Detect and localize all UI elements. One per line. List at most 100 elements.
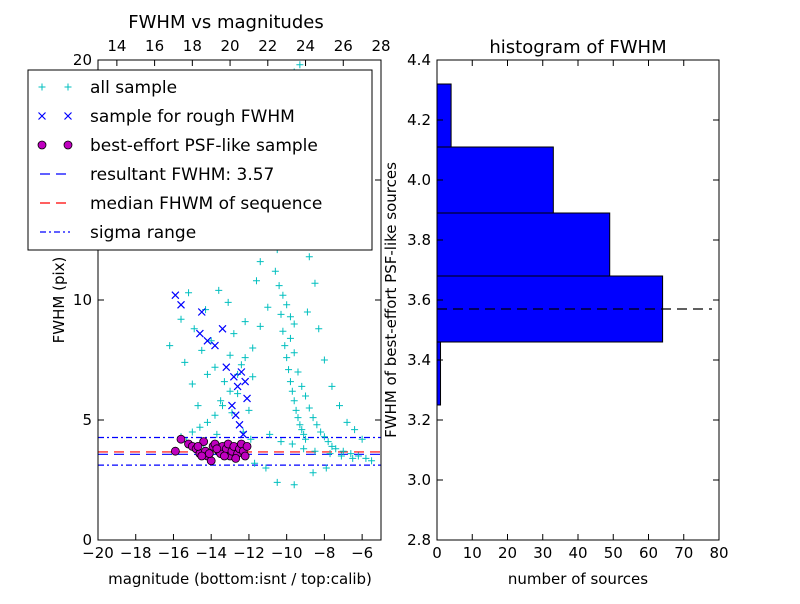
data-point — [354, 452, 362, 460]
scatter-axes: −20 −18 −16 −14 −12 −10 −8 −6 14 16 18 20 22 24 26 28 0 5… — [73, 37, 391, 562]
data-point — [335, 402, 343, 410]
legend-item: resultant FWHM: 3.57 — [40, 165, 274, 185]
data-point — [195, 329, 204, 338]
data-point — [204, 449, 214, 459]
data-point — [229, 372, 238, 381]
histogram-bar — [436, 341, 442, 406]
data-point — [337, 452, 345, 460]
x-tick-label: 0 — [432, 544, 442, 562]
data-point — [234, 370, 242, 378]
data-point — [290, 349, 298, 357]
data-point — [237, 361, 245, 369]
legend-item: all sample — [38, 78, 177, 98]
data-point — [277, 438, 285, 446]
data-point — [288, 440, 296, 448]
x-tick-label: −20 — [82, 544, 114, 562]
data-point — [283, 354, 291, 362]
data-point — [292, 406, 300, 414]
data-point — [237, 368, 246, 376]
data-point — [243, 394, 251, 403]
legend-swatch — [38, 83, 46, 91]
x-tick-label: 40 — [568, 544, 587, 562]
data-point — [305, 253, 313, 261]
x-tick-label: 60 — [639, 544, 658, 562]
data-point — [302, 392, 310, 400]
data-point — [190, 325, 198, 333]
data-point — [351, 426, 359, 434]
data-point — [181, 358, 189, 366]
data-point — [203, 370, 211, 378]
legend-swatch — [64, 83, 72, 91]
data-point — [185, 289, 193, 297]
data-point — [286, 334, 294, 342]
x-tick-label: 10 — [463, 544, 482, 562]
data-point — [362, 454, 370, 462]
data-point — [368, 457, 376, 465]
y-tick-label: 4.0 — [407, 171, 431, 189]
scatter-title: FWHM vs magnitudes — [128, 12, 323, 33]
data-point — [273, 478, 281, 486]
data-point — [320, 433, 328, 441]
x-tick-label: −16 — [158, 544, 190, 562]
data-point — [343, 418, 351, 426]
top-x-tick-label: 20 — [221, 37, 240, 55]
legend-label: sigma range — [90, 223, 196, 243]
data-point — [215, 286, 223, 294]
data-point — [290, 320, 298, 328]
data-point — [296, 421, 304, 429]
data-point — [313, 421, 321, 429]
data-point — [283, 301, 291, 309]
data-point — [177, 315, 185, 323]
legend-frame — [27, 69, 373, 251]
y-tick-label: 3.4 — [407, 351, 431, 369]
legend-swatch — [37, 140, 47, 150]
data-point — [317, 428, 325, 436]
data-point — [228, 409, 236, 417]
data-point — [206, 456, 216, 466]
legend-item: best-effort PSF-like sample — [37, 136, 318, 156]
legend-label: median FHWM of sequence — [90, 194, 322, 214]
data-point — [332, 445, 340, 453]
y-tick-label: 3.2 — [407, 411, 431, 429]
legend-label: resultant FWHM: 3.57 — [90, 165, 274, 185]
data-point — [311, 447, 319, 455]
histogram-ylabel: FWHM of best-effort PSF-like sources — [382, 162, 400, 438]
top-x-tick-label: 24 — [296, 37, 315, 55]
data-point — [197, 308, 206, 316]
data-point — [358, 435, 366, 443]
data-point — [298, 426, 306, 434]
data-point — [275, 282, 283, 290]
y-tick-label: 4.4 — [407, 51, 431, 69]
data-point — [249, 344, 257, 352]
data-point — [203, 336, 212, 345]
data-point — [315, 325, 323, 333]
data-point — [311, 279, 319, 287]
histogram-bar — [436, 146, 554, 214]
data-point — [197, 451, 207, 461]
y-tick-label: 4.2 — [407, 111, 431, 129]
data-point — [252, 277, 260, 285]
data-point — [256, 258, 264, 266]
legend-swatch — [64, 112, 72, 120]
data-point — [176, 434, 186, 444]
data-point — [294, 414, 302, 422]
data-point — [249, 373, 257, 381]
data-point — [279, 291, 287, 299]
data-point — [279, 327, 287, 335]
scatter-ylabel: FWHM (pix) — [50, 257, 68, 344]
scatter-panel: FWHM vs magnitudes −20 −18 −16 −14 −12 −10 −8−… — [27, 12, 391, 588]
data-point — [226, 387, 234, 395]
data-point — [266, 430, 274, 438]
data-point — [202, 306, 210, 314]
histogram-axes: 0 10 20 30 40 50 60 70 80 2.8 3.0 3.2 3.4 3.6 3.8 4.0 4.… — [407, 51, 728, 562]
data-point — [264, 303, 272, 311]
y-tick-label: 3.0 — [407, 471, 431, 489]
x-tick-label: −12 — [233, 544, 265, 562]
legend-swatch — [38, 112, 46, 120]
data-point — [231, 411, 240, 420]
data-point — [290, 481, 298, 489]
data-point — [288, 387, 296, 395]
legend-label: sample for rough FWHM — [90, 107, 295, 127]
y-tick-label: 2.8 — [407, 531, 431, 549]
